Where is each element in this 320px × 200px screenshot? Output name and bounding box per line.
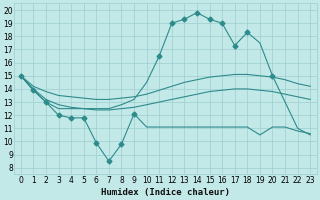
X-axis label: Humidex (Indice chaleur): Humidex (Indice chaleur)	[101, 188, 230, 197]
